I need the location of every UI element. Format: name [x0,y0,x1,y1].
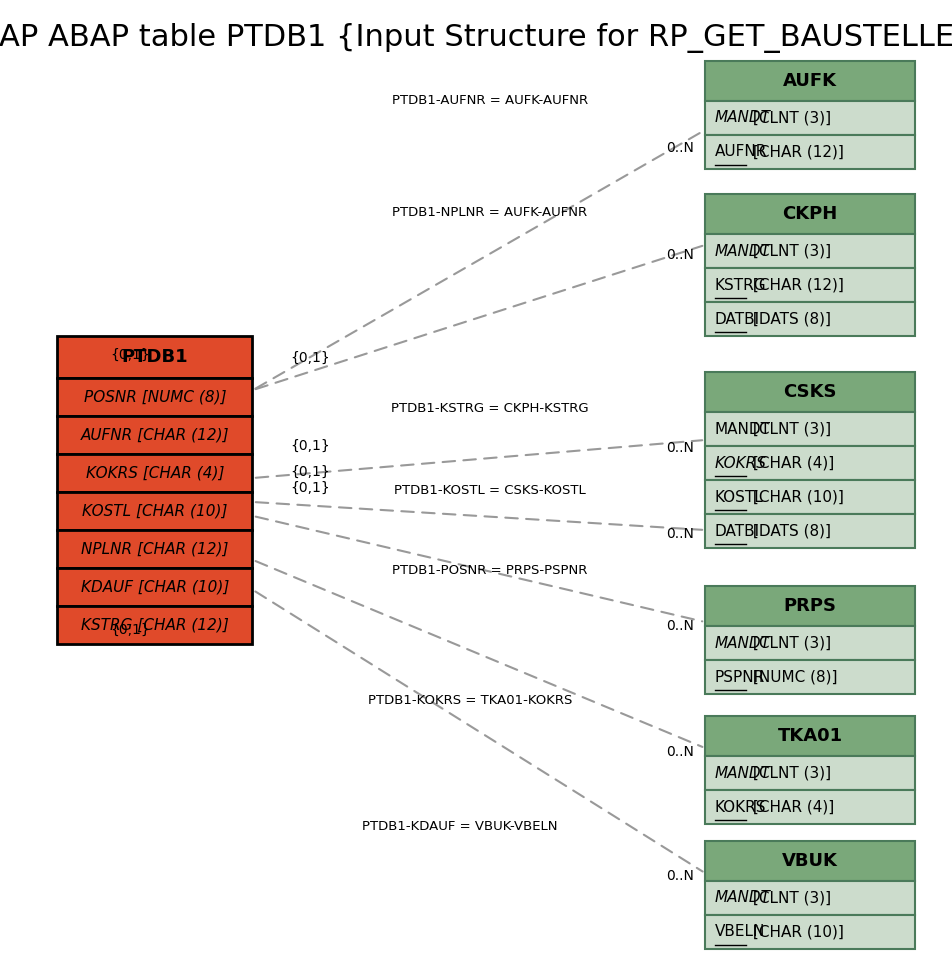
Text: PSPNR: PSPNR [714,669,764,684]
Text: MANDT: MANDT [714,765,770,780]
Text: [CLNT (3)]: [CLNT (3)] [747,244,830,258]
Bar [57,530,252,568]
Text: VBUK: VBUK [782,852,837,870]
Bar [57,378,252,416]
Text: MANDT: MANDT [714,636,770,651]
Text: KOSTL: KOSTL [714,490,763,505]
Text: KSTRG [CHAR (12)]: KSTRG [CHAR (12)] [81,617,228,633]
Text: TKA01: TKA01 [777,727,842,745]
Text: AUFK: AUFK [783,72,836,90]
Bar [704,841,914,881]
Bar [704,660,914,694]
Text: NPLNR [CHAR (12)]: NPLNR [CHAR (12)] [81,541,228,557]
Bar [704,881,914,915]
Text: 0..N: 0..N [665,248,693,262]
Bar [704,716,914,756]
Bar [704,372,914,412]
Text: PTDB1-NPLNR = AUFK-AUFNR: PTDB1-NPLNR = AUFK-AUFNR [392,206,587,220]
Text: {0,1}: {0,1} [289,351,329,365]
Text: [CLNT (3)]: [CLNT (3)] [747,891,830,905]
Text: CKPH: CKPH [782,205,837,223]
Text: KOKRS [CHAR (4)]: KOKRS [CHAR (4)] [86,466,224,481]
Text: [CHAR (10)]: [CHAR (10)] [747,490,843,505]
Text: [NUMC (8)]: [NUMC (8)] [747,669,837,684]
Text: 0..N: 0..N [665,745,693,759]
Text: [CHAR (4)]: [CHAR (4)] [747,455,833,470]
Bar [704,480,914,514]
Text: KOKRS: KOKRS [714,455,766,470]
Text: [CLNT (3)]: [CLNT (3)] [747,765,830,780]
Text: PTDB1-KOKRS = TKA01-KOKRS: PTDB1-KOKRS = TKA01-KOKRS [367,693,571,707]
Text: DATBI: DATBI [714,311,760,326]
Bar [57,336,252,378]
Text: KSTRG: KSTRG [714,277,765,293]
Text: PTDB1-KOSTL = CSKS-KOSTL: PTDB1-KOSTL = CSKS-KOSTL [394,484,585,496]
Bar [57,606,252,644]
Text: CSKS: CSKS [783,383,836,401]
Text: [CLNT (3)]: [CLNT (3)] [747,636,830,651]
Text: KDAUF [CHAR (10)]: KDAUF [CHAR (10)] [81,580,228,594]
Text: 0..N: 0..N [665,619,693,633]
Text: [DATS (8)]: [DATS (8)] [747,523,830,539]
Text: [CLNT (3)]: [CLNT (3)] [747,421,830,437]
Text: MANDT: MANDT [714,110,770,126]
Bar [704,194,914,234]
Text: MANDT: MANDT [714,244,770,258]
Bar [704,626,914,660]
Text: DATBI: DATBI [714,523,760,539]
Text: PTDB1-KSTRG = CKPH-KSTRG: PTDB1-KSTRG = CKPH-KSTRG [390,401,588,415]
Text: [CHAR (4)]: [CHAR (4)] [747,800,833,814]
Bar [57,416,252,454]
Text: {0,1}: {0,1} [289,439,329,453]
Text: SAP ABAP table PTDB1 {Input Structure for RP_GET_BAUSTELLE}: SAP ABAP table PTDB1 {Input Structure fo… [0,23,952,53]
Text: [CHAR (12)]: [CHAR (12)] [747,277,843,293]
Text: PRPS: PRPS [783,597,836,615]
Text: PTDB1-KDAUF = VBUK-VBELN: PTDB1-KDAUF = VBUK-VBELN [362,820,557,832]
Bar [57,568,252,606]
Bar [704,756,914,790]
Text: KOSTL [CHAR (10)]: KOSTL [CHAR (10)] [82,503,228,518]
Bar [704,514,914,548]
Text: KOKRS: KOKRS [714,800,765,814]
Text: 0..N: 0..N [665,441,693,455]
Text: {0,1}: {0,1} [289,481,329,495]
Text: PTDB1-AUFNR = AUFK-AUFNR: PTDB1-AUFNR = AUFK-AUFNR [391,93,587,107]
Bar [704,790,914,824]
Bar [704,915,914,949]
Text: MANDT: MANDT [714,891,770,905]
Text: AUFNR [CHAR (12)]: AUFNR [CHAR (12)] [81,427,229,443]
Text: AUFNR: AUFNR [714,145,766,159]
Bar [704,135,914,169]
Bar [704,234,914,268]
Bar [704,302,914,336]
Text: {0,1}: {0,1} [110,348,149,362]
Text: 0..N: 0..N [665,869,693,883]
Bar [704,61,914,101]
Text: 0..N: 0..N [665,527,693,541]
Text: {0,1}: {0,1} [110,623,149,637]
Text: PTDB1: PTDB1 [122,348,188,366]
Text: PTDB1-POSNR = PRPS-PSPNR: PTDB1-POSNR = PRPS-PSPNR [392,564,587,577]
Text: [CHAR (10)]: [CHAR (10)] [747,924,843,940]
Text: POSNR [NUMC (8)]: POSNR [NUMC (8)] [84,390,226,404]
Bar [704,586,914,626]
Bar [704,101,914,135]
Text: [DATS (8)]: [DATS (8)] [747,311,830,326]
Bar [57,454,252,492]
Text: 0..N: 0..N [665,141,693,155]
Bar [704,412,914,446]
Text: [CLNT (3)]: [CLNT (3)] [747,110,830,126]
Bar [704,446,914,480]
Text: VBELN: VBELN [714,924,764,940]
Text: MANDT: MANDT [714,421,770,437]
Bar [57,492,252,530]
Text: {0,1}: {0,1} [289,465,329,479]
Text: [CHAR (12)]: [CHAR (12)] [747,145,843,159]
Bar [704,268,914,302]
